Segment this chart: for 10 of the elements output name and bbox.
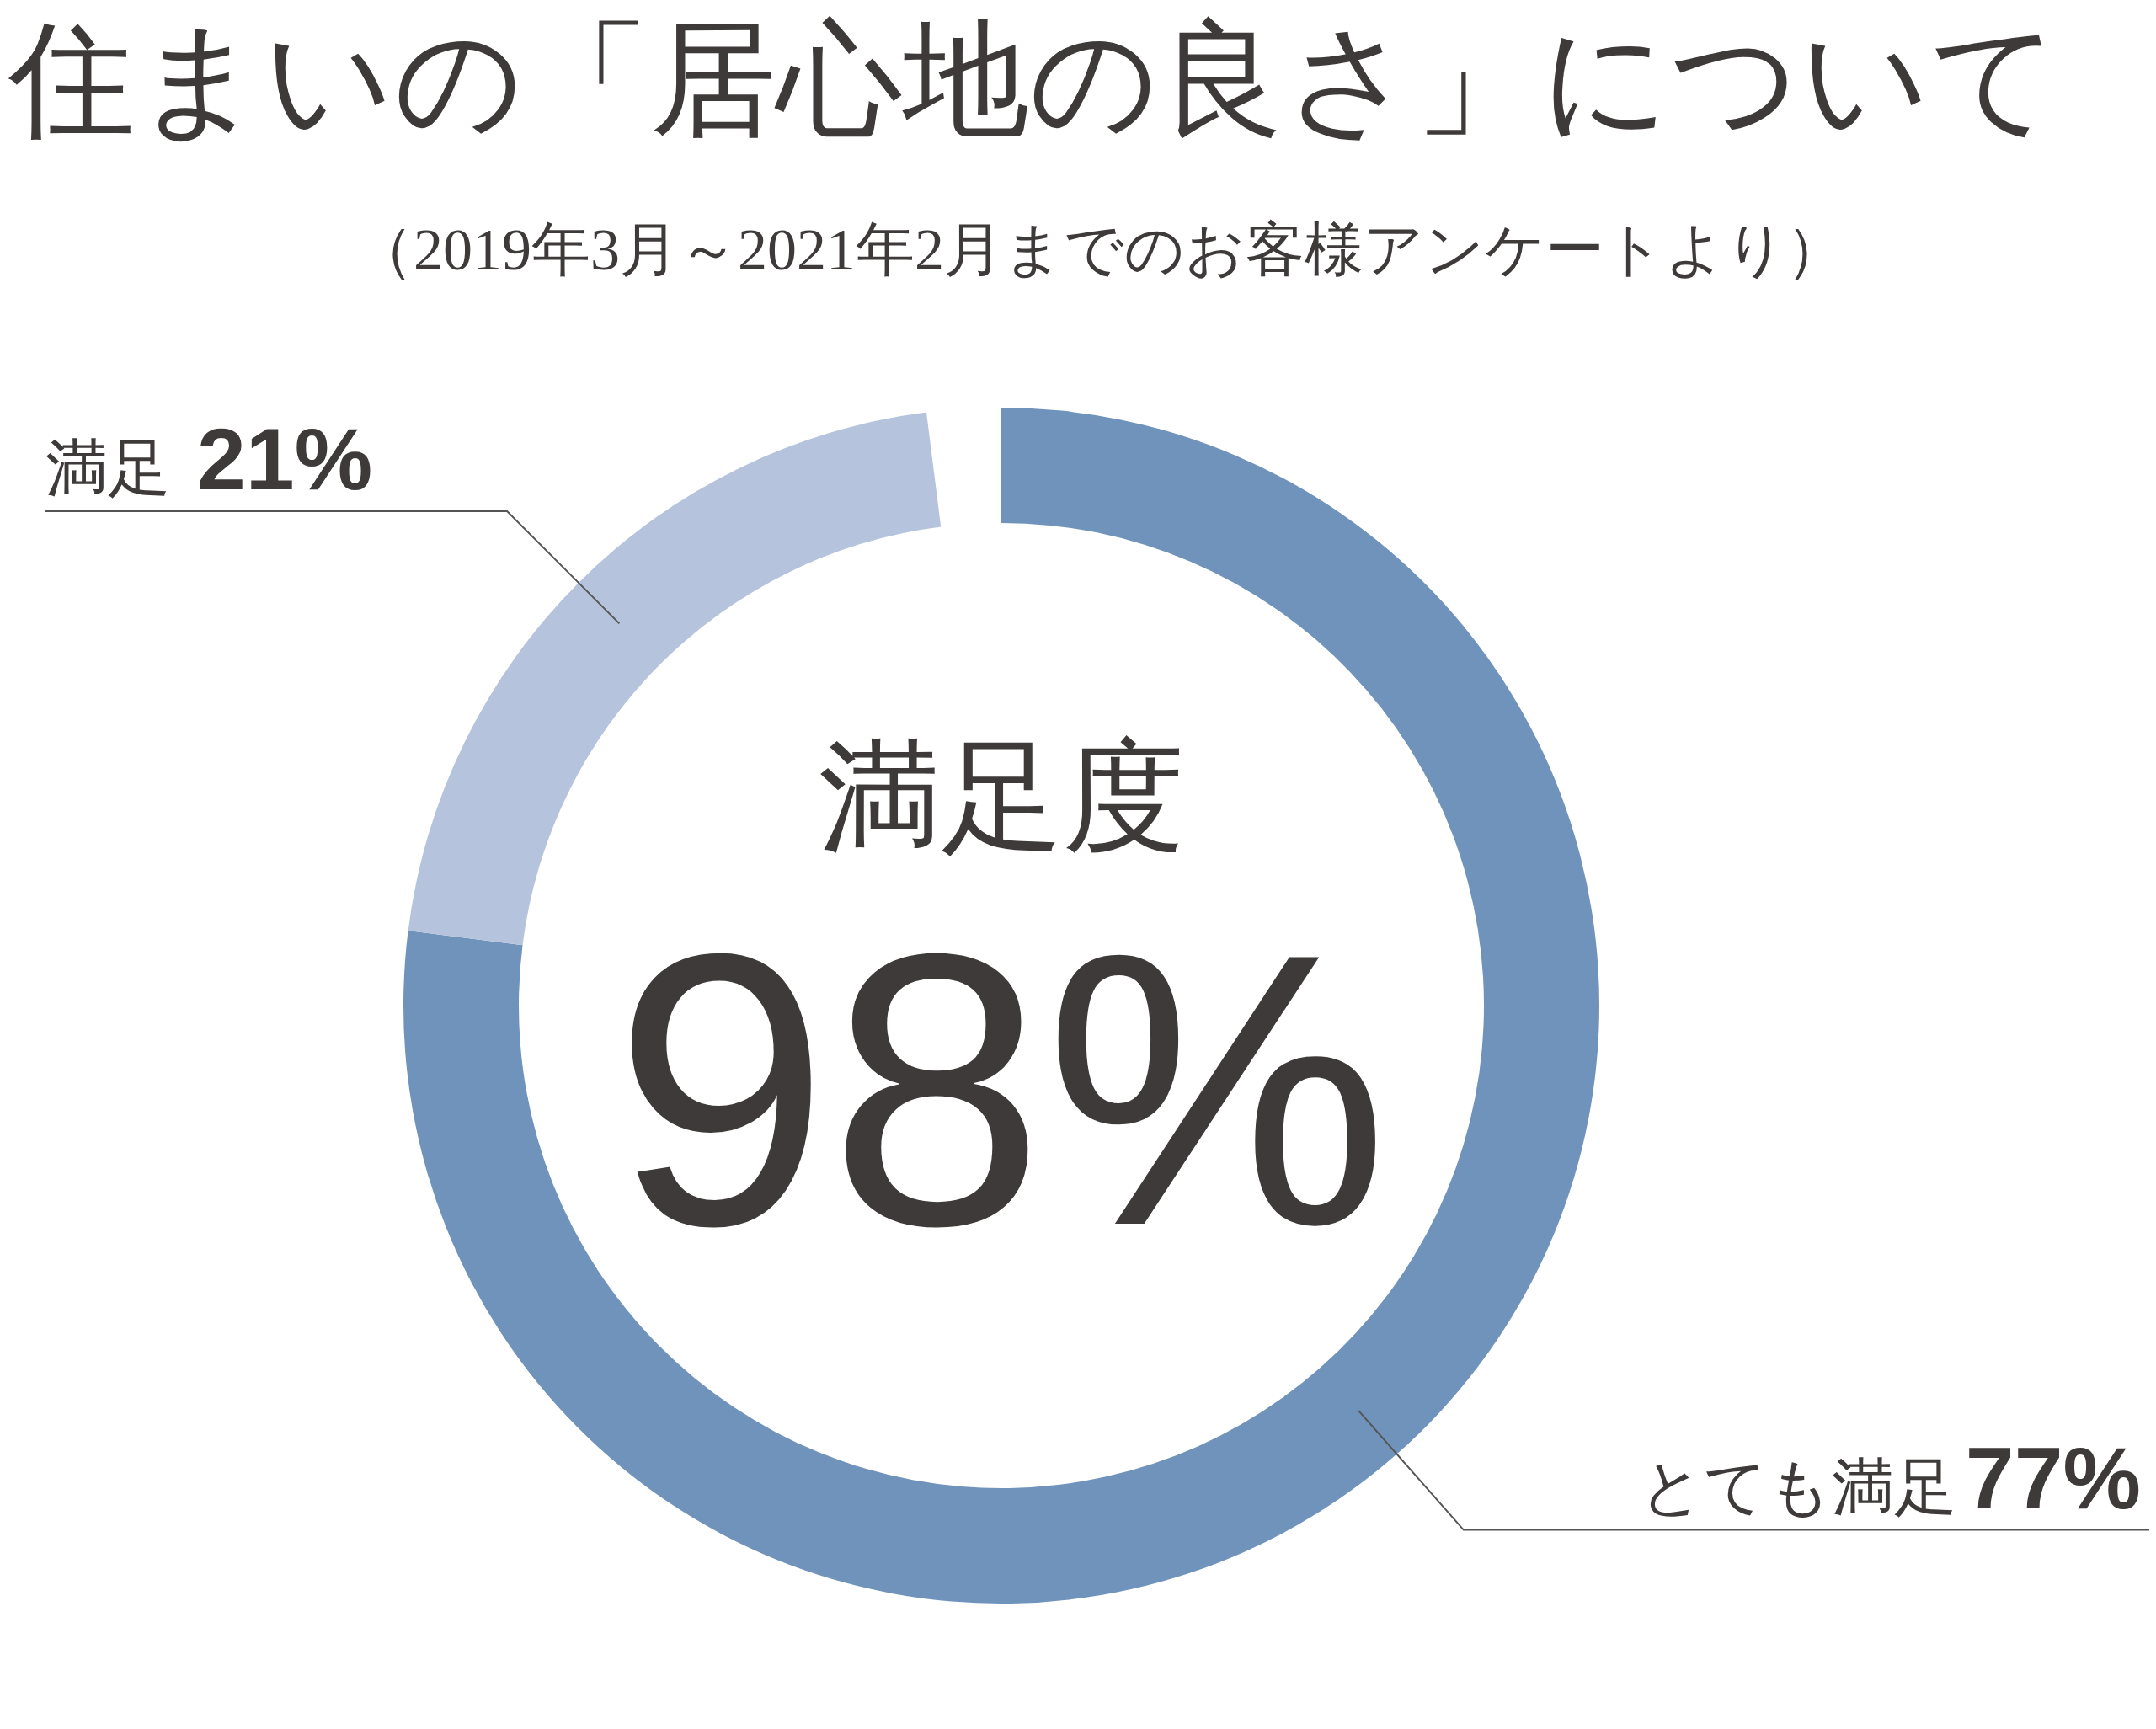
slice-label: 満足 (45, 431, 170, 504)
chart-title: 住まいの「居心地の良さ」について (8, 10, 2060, 150)
slice-label: とても満足 (1639, 1449, 1956, 1523)
data-label: 77% (1965, 1428, 2141, 1527)
donut-slice (408, 412, 942, 946)
donut-slice (403, 408, 1599, 1604)
text: 98% (613, 873, 1390, 1305)
text: 満足度 (818, 725, 1185, 867)
data-label: 21% (197, 410, 373, 509)
chart-subtitle: （2019年3月～2021年2月までのお客様アンケートより） (355, 217, 1845, 282)
